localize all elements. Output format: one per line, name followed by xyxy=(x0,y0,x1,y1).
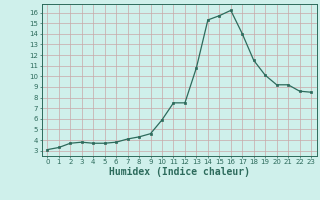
X-axis label: Humidex (Indice chaleur): Humidex (Indice chaleur) xyxy=(109,167,250,177)
